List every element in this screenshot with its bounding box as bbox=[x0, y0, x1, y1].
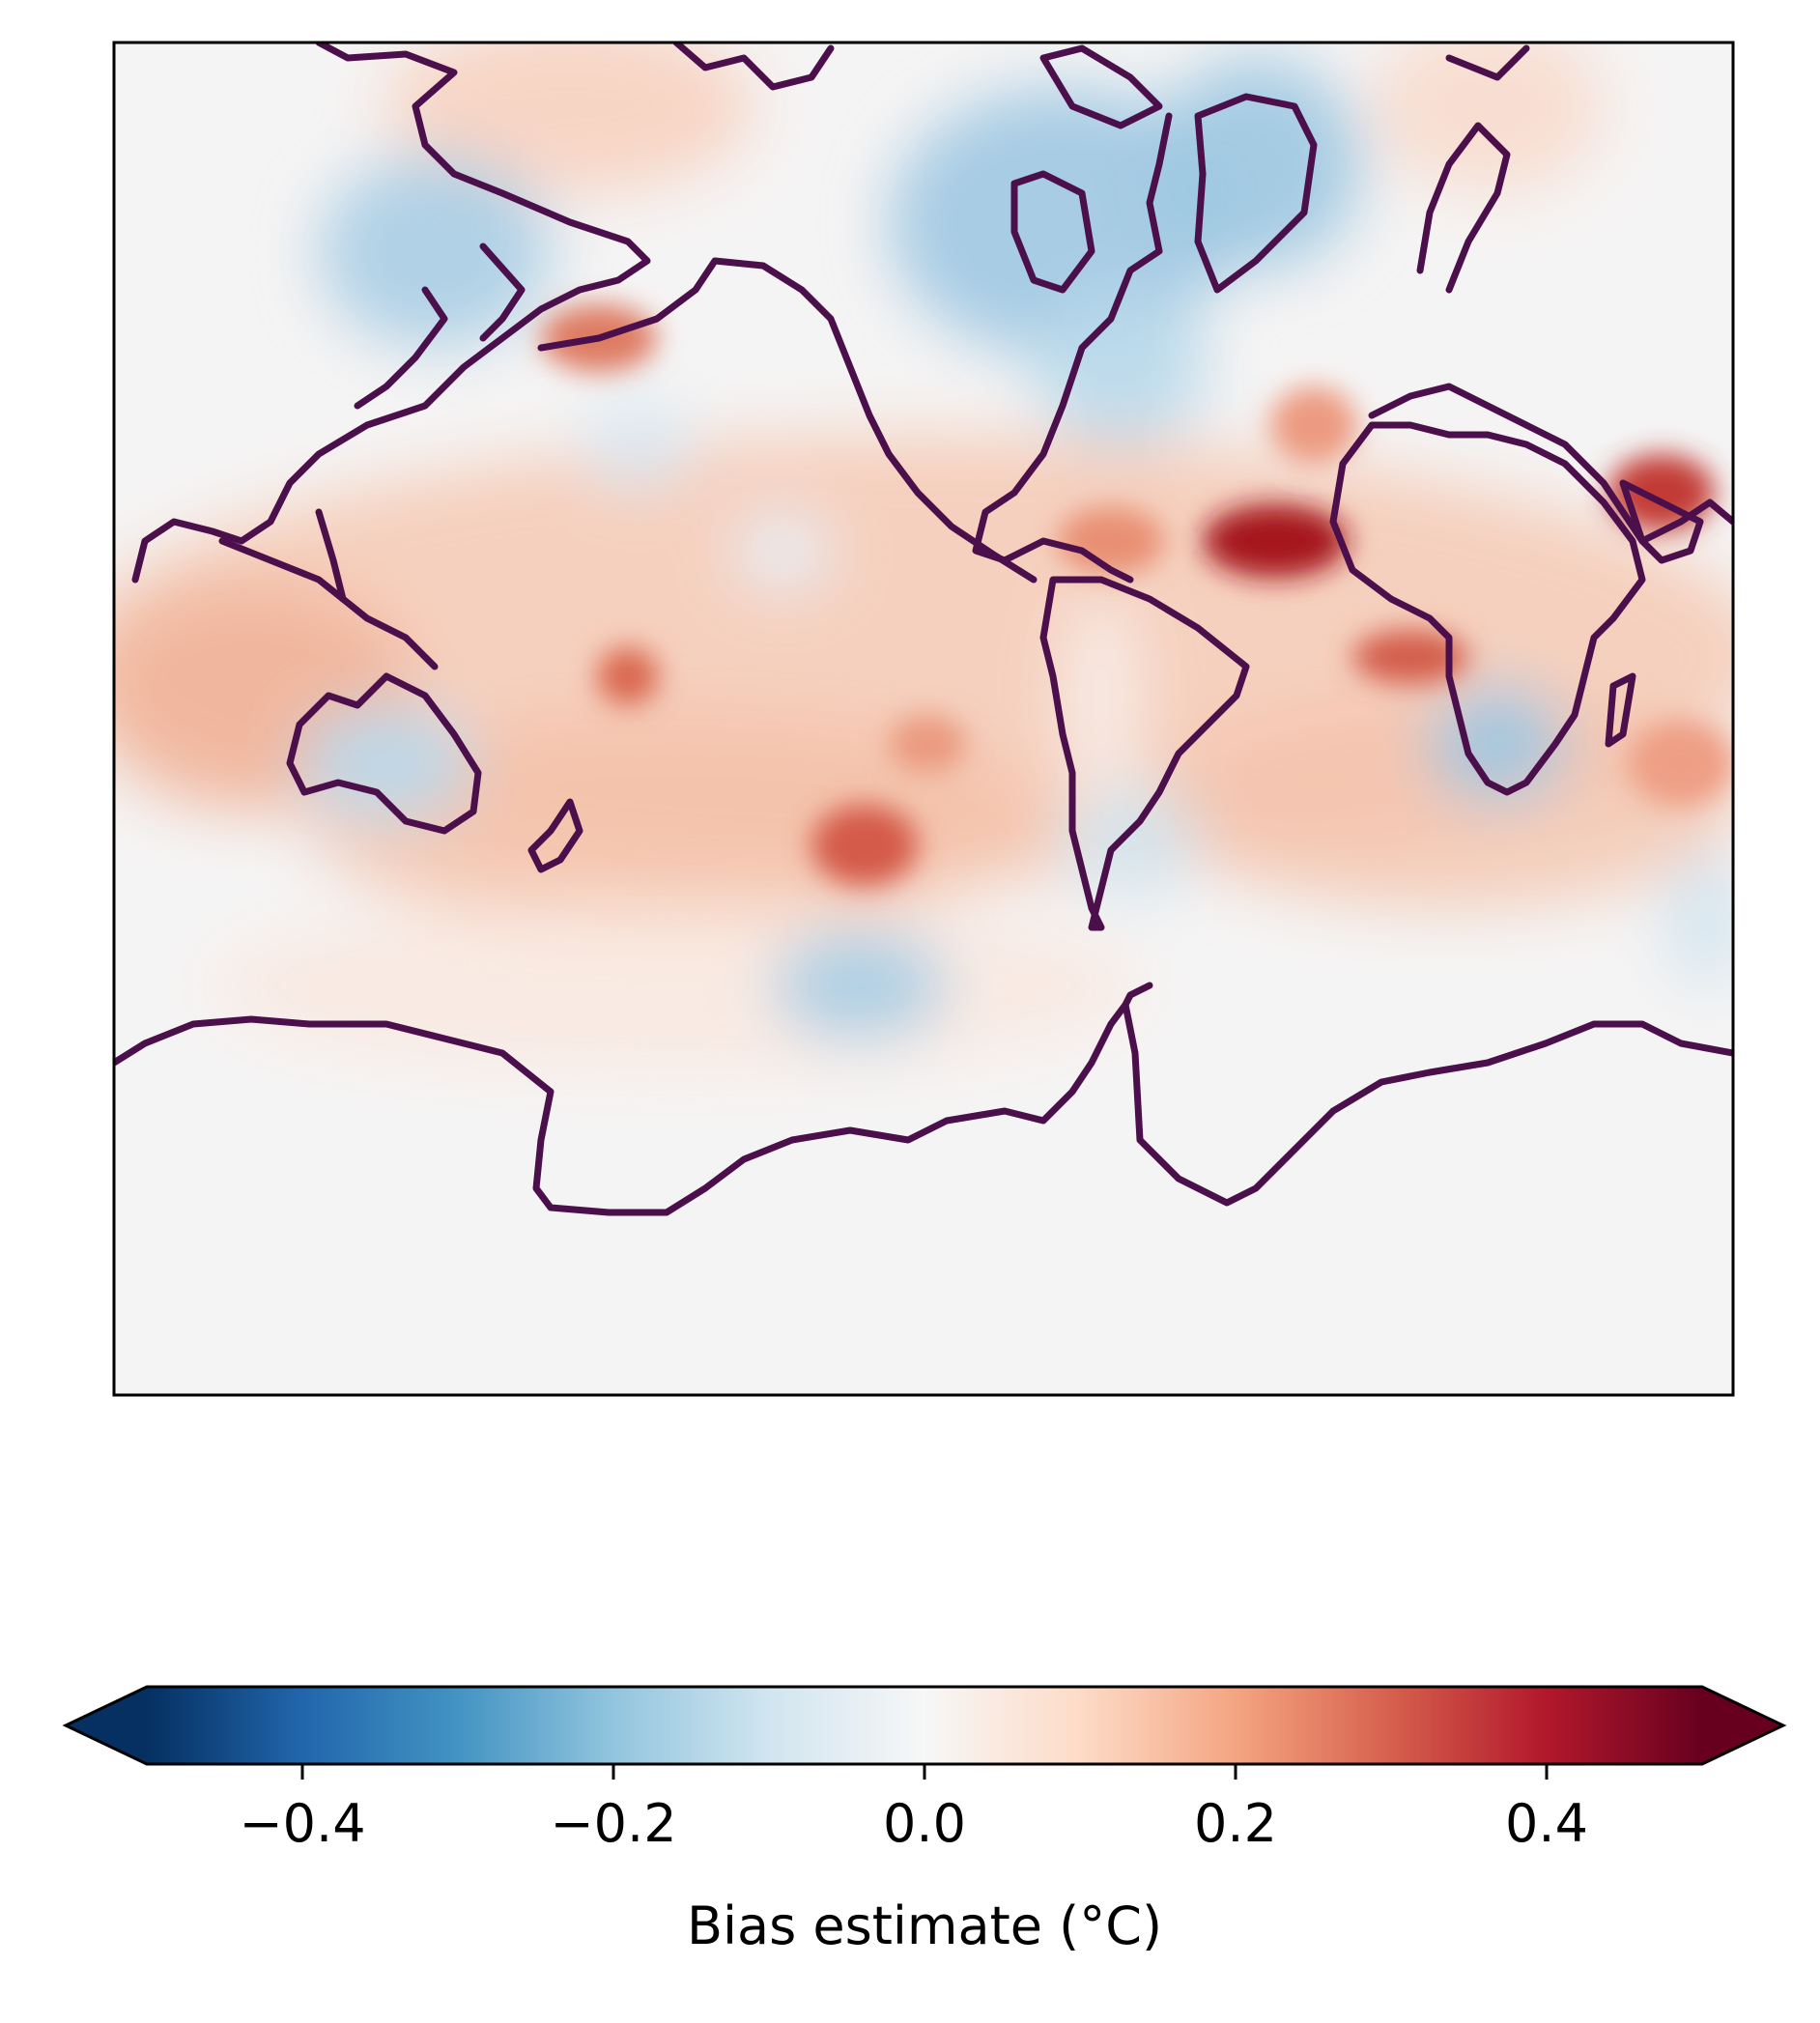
colorbar-tick-label: 0.0 bbox=[883, 1793, 966, 1854]
colorbar-gradient bbox=[147, 1687, 1702, 1764]
coastline-arabia bbox=[1619, 479, 1704, 564]
coastline-hudson bbox=[1010, 170, 1095, 294]
coastline-greenland bbox=[1194, 93, 1318, 294]
colorbar-ticks: −0.4 −0.2 0.0 0.2 0.4 bbox=[239, 1764, 1588, 1854]
colorbar-extend-min bbox=[66, 1687, 147, 1764]
coastline-africa bbox=[1329, 421, 1646, 796]
coastline-south-america bbox=[1039, 576, 1250, 931]
coastline-new-zealand bbox=[527, 798, 583, 873]
coastline-arctic-islands bbox=[1039, 44, 1163, 129]
map-panel bbox=[112, 41, 1735, 1397]
coastline-kamchatka bbox=[479, 242, 526, 342]
coastlines bbox=[114, 43, 1733, 1216]
colorbar-label: Bias estimate (°C) bbox=[687, 1895, 1162, 1956]
bias-field bbox=[114, 43, 1733, 1072]
coastline-scandinavia bbox=[1416, 122, 1511, 294]
coastline-alaska bbox=[537, 257, 1038, 584]
colorbar: −0.4 −0.2 0.0 0.2 0.4 Bias estimate (°C) bbox=[62, 1685, 1787, 1956]
coastline-east-asia bbox=[131, 43, 651, 584]
coastline-philippines bbox=[315, 508, 347, 603]
colorbar-tick-label: −0.2 bbox=[550, 1793, 676, 1854]
coastline-north-america-east bbox=[972, 112, 1173, 584]
coastline-madagascar bbox=[1605, 672, 1636, 748]
coastline-siberia-north bbox=[672, 43, 835, 91]
colorbar-tick-label: 0.4 bbox=[1505, 1793, 1588, 1854]
colorbar-tick-label: 0.2 bbox=[1194, 1793, 1277, 1854]
colorbar-outline bbox=[62, 1685, 1787, 1766]
coastline-antarctica bbox=[114, 1001, 1733, 1216]
coastline-antarctic-peninsula bbox=[1122, 982, 1153, 1009]
coastline-arctic-north bbox=[1445, 44, 1530, 81]
colorbar-extend-max bbox=[1702, 1687, 1783, 1764]
map-frame bbox=[112, 41, 1735, 1397]
coastline-australia bbox=[286, 672, 482, 835]
coastline-japan bbox=[354, 286, 448, 410]
colorbar-tick-label: −0.4 bbox=[239, 1793, 365, 1854]
